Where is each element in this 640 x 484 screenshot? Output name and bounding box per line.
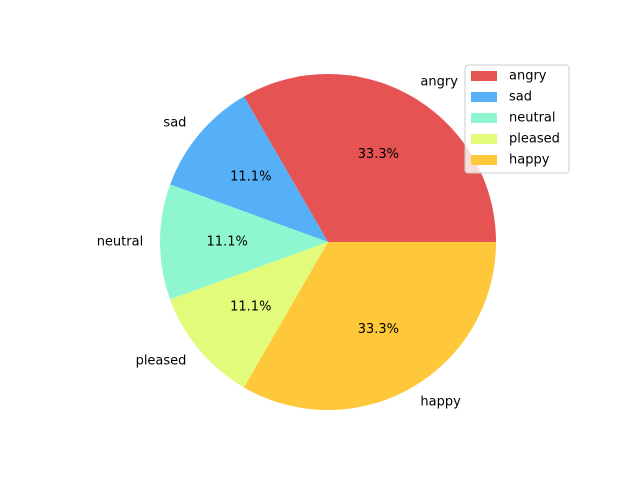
slice-label-angry: angry	[420, 74, 458, 89]
legend-label-sad: sad	[509, 90, 532, 105]
pie-slice-happy	[244, 242, 496, 410]
slice-label-neutral: neutral	[97, 235, 144, 250]
slice-label-happy: happy	[420, 395, 461, 410]
legend-label-happy: happy	[509, 153, 550, 168]
legend-label-neutral: neutral	[509, 111, 556, 126]
slice-percent-neutral: 11.1%	[207, 235, 248, 250]
pie-slice-angry	[244, 73, 496, 242]
legend-swatch-neutral	[471, 113, 497, 123]
legend-swatch-happy	[471, 155, 497, 165]
pie-slice-neutral	[159, 184, 328, 300]
slice-percent-pleased: 11.1%	[230, 299, 271, 314]
labels-layer: angry 33.3% sad 11.1% neutral 11.1% pleased 11.…	[97, 74, 461, 409]
pie-slice-sad	[170, 96, 328, 243]
legend-swatch-sad	[471, 92, 497, 102]
slice-label-sad: sad	[163, 116, 186, 131]
legend-label-pleased: pleased	[509, 132, 560, 147]
legend-swatch-angry	[471, 71, 497, 81]
slice-percent-sad: 11.1%	[230, 170, 271, 185]
legend-swatch-pleased	[471, 134, 497, 144]
pie-slice-pleased	[170, 242, 328, 388]
slice-percent-happy: 33.3%	[358, 322, 399, 337]
slices-layer	[159, 73, 496, 410]
legend: angry sad neutral pleased happy	[464, 64, 570, 174]
legend-label-angry: angry	[509, 69, 547, 84]
slice-percent-angry: 33.3%	[358, 147, 399, 162]
slice-label-pleased: pleased	[136, 353, 187, 368]
